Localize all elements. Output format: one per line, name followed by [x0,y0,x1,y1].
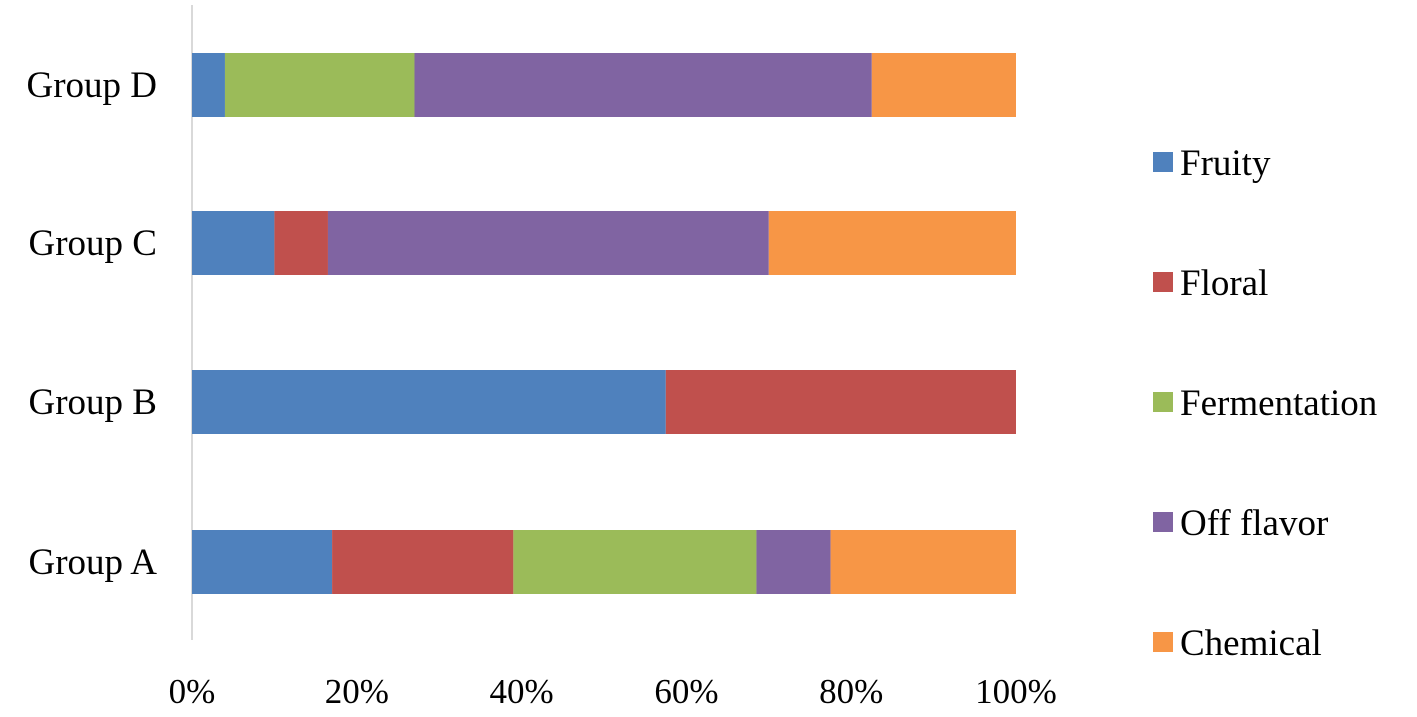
bar-group-c-fruity [192,211,275,275]
bar-group-c-chemical [768,211,1016,275]
x-tick-label-3: 60% [654,672,718,711]
legend: Fruity Floral Fermentation Off flavor Chemic… [1153,143,1377,664]
bar-group-d-fermentation [224,53,415,117]
bar-group-d-off-flavor [414,53,872,117]
legend-swatch-fruity [1153,152,1173,172]
bar-group-a-off-flavor [756,530,831,594]
legend-swatch-fermentation [1153,392,1173,412]
bar-group-a-fermentation [513,530,757,594]
bars-group [192,53,1016,594]
x-tick-label-0: 0% [169,672,216,711]
legend-swatch-off-flavor [1153,512,1173,532]
bar-group-d-fruity [192,53,225,117]
x-tick-labels: 0% 20% 40% 60% 80% 100% [169,672,1057,711]
bar-group-c-floral [274,211,328,275]
legend-swatch-floral [1153,272,1173,292]
bar-group-b-fruity [192,370,666,434]
category-label-group-b: Group B [29,382,157,423]
x-tick-label-4: 80% [819,672,883,711]
bar-group-a-chemical [830,530,1016,594]
x-tick-label-2: 40% [490,672,554,711]
category-labels: Group A Group B Group C Group D [26,65,157,583]
bar-group-a-fruity [192,530,333,594]
x-tick-label-1: 20% [325,672,389,711]
x-tick-label-5: 100% [975,672,1057,711]
bar-group-c-off-flavor [327,211,769,275]
bar-group-a-floral [332,530,514,594]
category-label-group-a: Group A [29,542,158,583]
legend-label-fruity: Fruity [1180,143,1271,184]
legend-swatch-chemical [1153,632,1173,652]
category-label-group-d: Group D [26,65,157,106]
category-label-group-c: Group C [29,223,157,264]
legend-label-chemical: Chemical [1180,623,1322,664]
legend-label-off-flavor: Off flavor [1180,503,1328,544]
legend-label-fermentation: Fermentation [1180,383,1377,424]
legend-label-floral: Floral [1180,263,1268,304]
bar-group-d-chemical [871,53,1016,117]
bar-group-b-floral [665,370,1016,434]
